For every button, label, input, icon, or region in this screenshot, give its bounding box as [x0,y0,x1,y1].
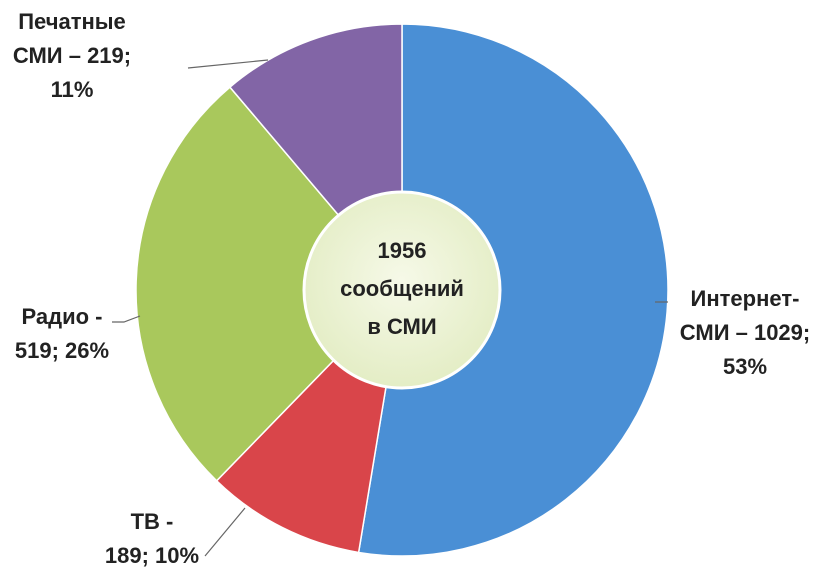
center-label: в СМИ [367,314,436,339]
center-label: 1956 [378,238,427,263]
donut-hole [302,190,502,390]
data-label: Печатные [18,9,126,34]
center-label: сообщений [340,276,464,301]
data-label: 11% [51,77,94,102]
data-label: 519; 26% [15,338,109,363]
data-label: 53% [723,354,767,379]
leader-line [112,315,141,323]
data-label: Интернет- [691,286,800,311]
data-label: ТВ - [131,509,174,534]
data-label: СМИ – 219; [13,43,131,68]
slice [357,23,669,557]
slice [135,86,404,482]
data-label: СМИ – 1029; [680,320,810,345]
leader-line [187,59,269,69]
data-label: Радио - [22,304,103,329]
leader-line [204,507,246,557]
data-label: 189; 10% [105,543,199,568]
